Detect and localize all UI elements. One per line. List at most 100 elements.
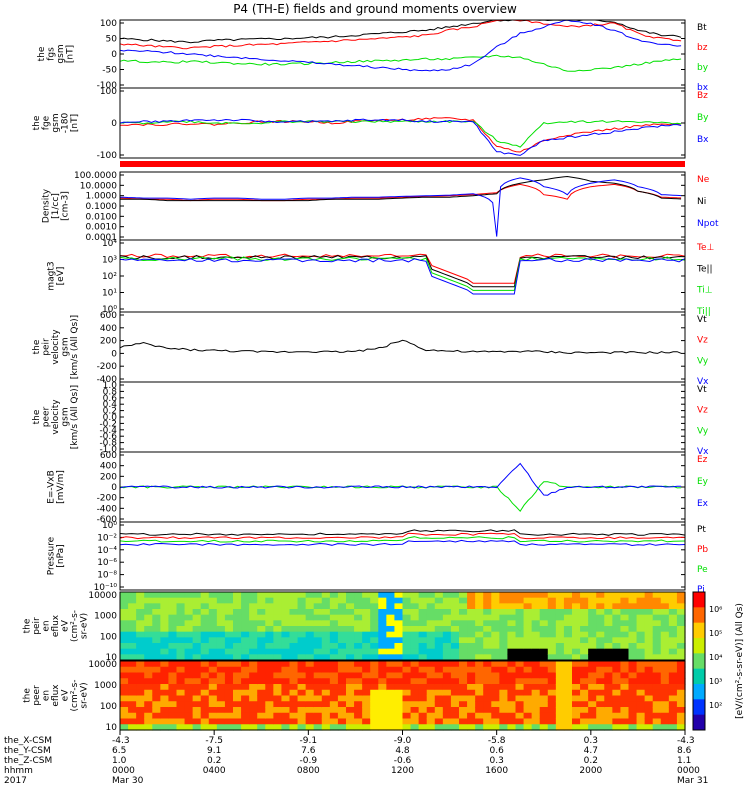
- panel-content: [119, 529, 686, 547]
- spectrogram-cell: [394, 707, 404, 714]
- spectrogram-cell: [483, 689, 492, 697]
- ytick-label: 1000: [94, 681, 117, 691]
- spectrogram-cell: [329, 678, 339, 685]
- spectrogram-cell: [136, 701, 145, 708]
- spectrogram-cell: [515, 643, 525, 650]
- spectrogram-cell: [200, 724, 210, 731]
- spectrogram-cell: [668, 643, 678, 650]
- spectrogram-cell: [329, 592, 339, 599]
- spectrogram-cell: [563, 631, 573, 638]
- spectrogram-cell: [354, 592, 363, 599]
- spectrogram-cell: [668, 603, 678, 610]
- panel-ion_spec: thepeirenefluxeV(cm²-s-sr-eV)10000100010…: [23, 591, 686, 663]
- spectrogram-cell: [321, 620, 331, 627]
- spectrogram-cell: [580, 712, 589, 720]
- spectrogram-cell: [410, 643, 420, 650]
- spectrogram-cell: [612, 666, 622, 674]
- spectrogram-cell: [168, 603, 178, 610]
- spectrogram-cell: [281, 701, 291, 708]
- spectrogram-cell: [410, 620, 420, 627]
- spectrogram-cell: [152, 609, 161, 616]
- spectrogram-cell: [362, 724, 371, 731]
- spectrogram-cell: [426, 648, 436, 655]
- spectrogram-cell: [208, 689, 218, 697]
- spectrogram-cell: [563, 637, 573, 644]
- spectrogram-cell: [321, 724, 331, 731]
- spectrogram-cell: [362, 631, 371, 638]
- spectrogram-cell: [418, 597, 428, 604]
- spectrogram-cell: [442, 672, 452, 679]
- spectrogram-cell: [224, 684, 234, 691]
- spectrogram-cell: [120, 592, 129, 599]
- ytick-label: -400: [97, 504, 118, 514]
- spectrogram-cell: [378, 597, 387, 604]
- spectrogram-cell: [265, 643, 274, 650]
- spectrogram-cell: [346, 648, 355, 655]
- spectrogram-cell: [612, 614, 622, 621]
- spectrogram-cell: [668, 701, 678, 708]
- spectrogram-cell: [192, 695, 202, 702]
- spectrogram-cell: [467, 620, 476, 627]
- spectrogram-cell: [136, 672, 145, 679]
- spectrogram-cell: [483, 712, 492, 720]
- spectrogram-cell: [378, 661, 387, 668]
- spectrogram-cell: [257, 631, 266, 638]
- spectrogram-cell: [136, 684, 145, 691]
- spectrogram-cell: [128, 701, 137, 708]
- spectrogram-cell: [450, 654, 460, 661]
- spectrogram-cell: [636, 718, 646, 725]
- spectrogram-cell: [531, 678, 541, 685]
- spectrogram-cell: [668, 678, 678, 685]
- ytick-label: 10: [106, 723, 118, 733]
- spectrogram-cell: [604, 626, 613, 633]
- spectrogram-cell: [434, 609, 444, 616]
- colorbar-frame: [692, 591, 706, 731]
- spectrogram-cell: [507, 712, 517, 720]
- spectrogram-cell: [507, 666, 517, 674]
- spectrogram-cell: [483, 661, 492, 668]
- spectrogram-cell: [370, 672, 379, 679]
- spectrogram-cell: [539, 701, 549, 708]
- spectrogram-cell: [442, 666, 452, 674]
- xaxis-value: 0.2: [207, 756, 221, 766]
- spectrogram-cell: [233, 701, 242, 708]
- spectrogram-cell: [120, 701, 129, 708]
- spectrogram-cell: [555, 592, 565, 599]
- spectrogram-cell: [426, 678, 436, 685]
- spectrogram-cell: [362, 712, 371, 720]
- spectrogram-cell: [346, 707, 355, 714]
- spectrogram-cell: [676, 661, 686, 668]
- spectrogram-cell: [184, 614, 194, 621]
- spectrogram-cell: [160, 626, 170, 633]
- spectrogram-cell: [249, 603, 258, 610]
- spectrogram-cell: [128, 614, 137, 621]
- series-Ni: [120, 175, 682, 202]
- spectrogram-cell: [668, 718, 678, 725]
- spectrogram-cell: [410, 614, 420, 621]
- spectrogram-cell: [128, 603, 137, 610]
- spectrogram-cell: [483, 643, 492, 650]
- spectrogram-cell: [499, 643, 509, 650]
- spectrogram-cell: [249, 689, 258, 697]
- spectrogram-cell: [588, 672, 597, 679]
- spectrogram-cell: [410, 701, 420, 708]
- spectrogram-cell: [313, 661, 323, 668]
- spectrogram-cell: [321, 666, 331, 674]
- spectrogram-cell: [491, 643, 500, 650]
- spectrogram-cell: [224, 654, 234, 661]
- spectrogram-cell: [249, 701, 258, 708]
- spectrogram-cell: [378, 631, 387, 638]
- ylabel-line: eV: [61, 689, 71, 702]
- xaxis-value: Mar 31: [677, 776, 708, 786]
- spectrogram-cell: [224, 597, 234, 604]
- spectrogram-cell: [483, 707, 492, 714]
- spectrogram-cell: [160, 637, 170, 644]
- spectrogram-cell: [233, 631, 242, 638]
- spectrogram-cell: [273, 620, 283, 627]
- spectrogram-cell: [467, 614, 476, 621]
- spectrogram-cell: [281, 614, 291, 621]
- spectrogram-cell: [547, 592, 557, 599]
- spectrogram-cell: [596, 614, 605, 621]
- spectrogram-cell: [628, 648, 638, 655]
